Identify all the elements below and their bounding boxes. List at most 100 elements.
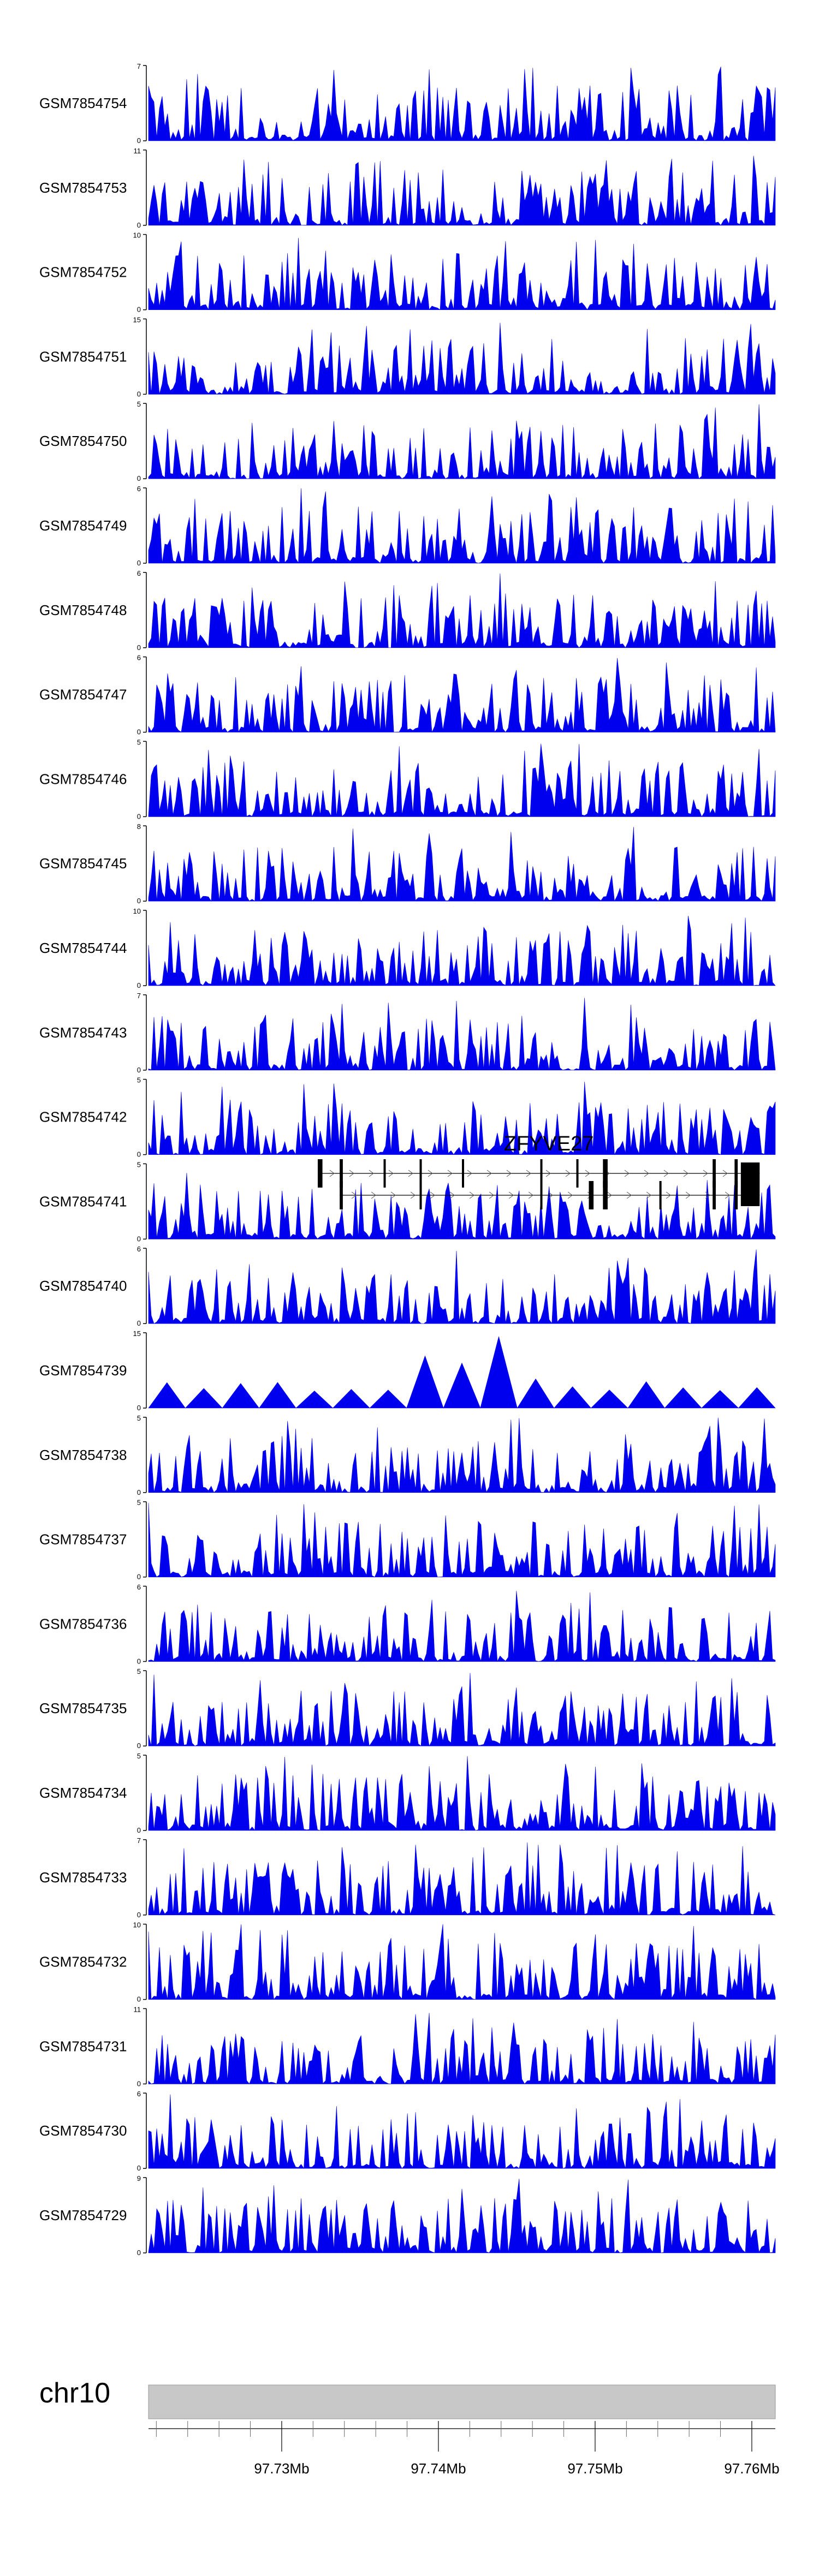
track-label: GSM7854739 <box>39 1362 127 1379</box>
exon <box>734 1181 738 1209</box>
track-label: GSM7854732 <box>39 1954 127 1970</box>
track-label: GSM7854745 <box>39 855 127 872</box>
track-label: GSM7854742 <box>39 1109 127 1125</box>
y-tick-label-min: 0 <box>137 2164 141 2172</box>
track-label: GSM7854744 <box>39 940 127 956</box>
track-GSM7854746: GSM7854746 5 0 <box>39 738 776 820</box>
y-tick-label-max: 15 <box>133 315 141 324</box>
chromosome-ideogram <box>148 2384 776 2419</box>
strand-arrow <box>371 1191 376 1199</box>
y-tick-label-max: 10 <box>133 907 141 915</box>
track-label: GSM7854743 <box>39 1024 127 1041</box>
exon <box>713 1181 716 1209</box>
y-tick-label-min: 0 <box>137 2079 141 2088</box>
track-GSM7854754: GSM7854754 7 0 <box>39 62 776 145</box>
exon <box>740 1184 760 1206</box>
track-GSM7854735: GSM7854735 5 0 <box>39 1667 776 1750</box>
track-label: GSM7854748 <box>39 602 127 618</box>
y-tick-label-min: 0 <box>137 812 141 820</box>
exon <box>713 1159 716 1188</box>
track-GSM7854738: GSM7854738 5 0 <box>39 1414 776 1496</box>
strand-arrow <box>666 1191 671 1199</box>
strand-arrow <box>467 1170 472 1177</box>
exon <box>340 1181 343 1209</box>
y-tick-label-min: 0 <box>137 306 141 314</box>
y-tick-label-min: 0 <box>137 897 141 905</box>
track-label: GSM7854735 <box>39 1700 127 1716</box>
strand-arrow <box>469 1191 474 1199</box>
exon <box>740 1162 760 1184</box>
exon <box>419 1181 422 1209</box>
track-label: GSM7854741 <box>39 1193 127 1209</box>
y-tick-label-min: 0 <box>137 728 141 736</box>
y-tick-label-min: 0 <box>137 1657 141 1665</box>
coverage-area <box>148 1590 776 1662</box>
track-label: GSM7854751 <box>39 348 127 365</box>
strand-arrow <box>489 1191 494 1199</box>
strand-arrow <box>567 1191 573 1199</box>
transcript <box>340 1181 760 1209</box>
track-GSM7854748: GSM7854748 6 0 <box>39 569 776 652</box>
exon <box>317 1159 323 1188</box>
x-tick-label: 97.75Mb <box>567 2460 622 2477</box>
strand-arrow <box>703 1170 708 1177</box>
track-label: GSM7854737 <box>39 1531 127 1548</box>
coverage-area <box>148 573 776 648</box>
y-tick-label-max: 11 <box>134 147 141 155</box>
y-tick-label-min: 0 <box>137 559 141 567</box>
strand-arrow <box>390 1191 396 1199</box>
coverage-area <box>148 488 776 564</box>
y-tick-label-min: 0 <box>137 2249 141 2257</box>
y-tick-label-max: 6 <box>137 1583 141 1591</box>
y-tick-label-min: 0 <box>137 1826 141 1834</box>
exon <box>419 1159 422 1188</box>
y-tick-label-min: 0 <box>137 1066 141 1074</box>
coverage-area <box>148 323 776 395</box>
y-tick-label-min: 0 <box>137 1488 141 1496</box>
gene-structure <box>317 1159 760 1209</box>
y-tick-label-max: 10 <box>133 1921 141 1929</box>
track-GSM7854744: GSM7854744 10 0 <box>39 907 776 989</box>
strand-arrow <box>565 1170 571 1177</box>
y-tick-label-max: 5 <box>137 1414 141 1422</box>
strand-arrow <box>447 1170 453 1177</box>
x-tick-label: 97.76Mb <box>724 2460 779 2477</box>
coverage-area <box>148 1756 776 1831</box>
track-GSM7854739: GSM7854739 15 0 <box>39 1329 776 1412</box>
coverage-area <box>148 1502 776 1578</box>
y-tick-label-max: 6 <box>137 2090 141 2098</box>
y-tick-label-max: 6 <box>137 654 141 662</box>
y-tick-label-max: 5 <box>137 400 141 408</box>
track-GSM7854753: GSM7854753 11 0 <box>39 147 776 229</box>
track-GSM7854730: GSM7854730 6 0 <box>39 2090 776 2172</box>
y-tick-label-min: 0 <box>137 390 141 398</box>
y-tick-label-min: 0 <box>137 1404 141 1412</box>
exon <box>462 1159 464 1188</box>
exon <box>340 1159 343 1188</box>
coverage-area <box>148 67 776 142</box>
coverage-area <box>148 658 776 733</box>
exon <box>540 1181 543 1209</box>
coverage-area <box>148 1417 776 1493</box>
track-GSM7854751: GSM7854751 15 0 <box>39 315 776 398</box>
y-tick-label-max: 5 <box>137 1076 141 1084</box>
coverage-area <box>148 2094 776 2169</box>
track-label: GSM7854747 <box>39 687 127 703</box>
y-tick-label-max: 15 <box>133 1329 141 1338</box>
strand-arrow <box>607 1191 612 1199</box>
x-tick-label: 97.74Mb <box>411 2460 466 2477</box>
y-tick-label-max: 5 <box>137 1499 141 1507</box>
strand-arrow <box>646 1191 651 1199</box>
y-tick-label-min: 0 <box>137 221 141 229</box>
strand-arrow <box>528 1191 533 1199</box>
strand-arrow <box>369 1170 374 1177</box>
track-label: GSM7854753 <box>39 180 127 196</box>
track-label: GSM7854752 <box>39 264 127 281</box>
exon <box>383 1159 386 1188</box>
strand-arrow <box>548 1191 553 1199</box>
y-tick-label-min: 0 <box>137 1742 141 1750</box>
strand-arrow <box>410 1191 416 1199</box>
y-tick-label-min: 0 <box>137 1319 141 1327</box>
y-tick-label-min: 0 <box>137 474 141 482</box>
